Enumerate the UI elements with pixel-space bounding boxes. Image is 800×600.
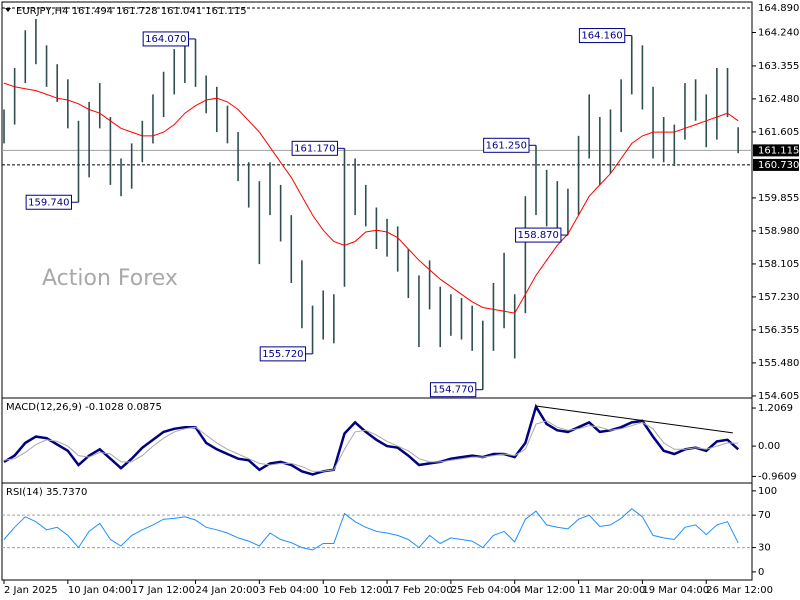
x-tick-label: 3 Feb 04:00: [259, 585, 318, 596]
annotation-label: 164.160: [581, 31, 622, 42]
x-tick-label: 24 Jan 20:00: [196, 585, 259, 596]
annotation-box: [259, 346, 307, 362]
title-icon: [5, 8, 11, 12]
x-tick-label: 11 Mar 20:00: [579, 585, 646, 596]
panel-frame: [1, 482, 753, 581]
annotation-box: [291, 140, 338, 156]
annotation-label: 164.070: [145, 34, 186, 45]
trendline: [535, 405, 733, 434]
x-tick-label: 25 Feb 04:00: [451, 585, 517, 596]
y-tick-label: 0.00: [758, 441, 780, 452]
panel-title: EURJPY,H4 161.494 161.728 161.041 161.11…: [16, 6, 247, 17]
level-label: 164.890: [758, 3, 799, 14]
y-tick-label: 30: [758, 543, 771, 554]
y-tick-label: 157.230: [758, 292, 799, 303]
annotation-box: [578, 28, 626, 44]
x-tick-label: 17 Feb 20:00: [387, 585, 453, 596]
annotation-label: 158.870: [518, 230, 559, 241]
watermark: Action Forex: [42, 266, 178, 291]
x-tick-label: 17 Jan 12:00: [132, 585, 195, 596]
annotation-label: 154.770: [432, 385, 473, 396]
annotation-box: [515, 227, 562, 243]
y-tick-label: 1.2069: [758, 403, 793, 414]
y-tick-label: 161.605: [758, 127, 799, 138]
indicator-line: [3, 420, 739, 472]
panel-title: MACD(12,26,9) -0.1028 0.0875: [6, 402, 162, 413]
y-tick-label: 158.105: [758, 259, 799, 270]
y-tick-label: 0: [758, 567, 764, 578]
y-tick-label: 154.605: [758, 391, 799, 402]
indicator-line: [3, 508, 739, 551]
indicator-line: [3, 403, 740, 476]
level-label: 161.115: [758, 145, 799, 156]
y-tick-label: 70: [758, 510, 771, 521]
level-label-box: [753, 144, 799, 157]
annotation-box: [429, 382, 477, 398]
y-tick-label: 156.355: [758, 325, 799, 336]
y-tick-label: 155.480: [758, 358, 799, 369]
x-tick-label: 26 Mar 12:00: [706, 585, 773, 596]
annotation-label: 155.720: [262, 349, 303, 360]
y-tick-label: 158.980: [758, 226, 799, 237]
y-tick-label: -0.9609: [758, 471, 797, 482]
x-tick-label: 10 Feb 12:00: [323, 585, 389, 596]
annotation-box: [142, 31, 190, 47]
y-tick-label: 159.855: [758, 193, 799, 204]
moving-average: [3, 82, 739, 314]
level-label: 160.730: [758, 160, 799, 171]
y-tick-label: 100: [758, 486, 777, 497]
x-tick-label: 19 Mar 04:00: [642, 585, 709, 596]
y-tick-label: 163.355: [758, 61, 799, 72]
x-tick-label: 4 Mar 12:00: [515, 585, 575, 596]
level-label-box: [753, 158, 799, 171]
x-tick-label: 10 Jan 04:00: [68, 585, 131, 596]
annotation-label: 161.250: [486, 140, 527, 151]
y-tick-label: 162.480: [758, 94, 799, 105]
panel-title: RSI(14) 35.7370: [6, 487, 87, 498]
annotation-label: 159.740: [28, 197, 69, 208]
y-tick-label: 164.240: [758, 28, 799, 39]
annotation-label: 161.170: [294, 143, 335, 154]
x-tick-label: 2 Jan 2025: [4, 585, 58, 596]
annotation-box: [25, 194, 72, 210]
annotation-box: [483, 137, 530, 153]
